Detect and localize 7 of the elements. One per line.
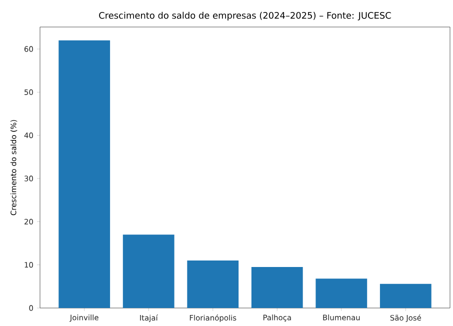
bar [251,266,303,308]
bar [58,40,110,308]
chart-title: Crescimento do saldo de empresas (2024–2025) – Fonte: JUCESC [99,12,391,20]
bar [122,234,174,308]
bar [316,278,368,308]
bar [380,284,432,308]
bar [187,260,239,308]
